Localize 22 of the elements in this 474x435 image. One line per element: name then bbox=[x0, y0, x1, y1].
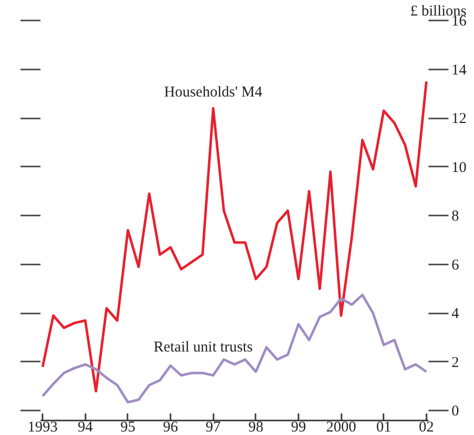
y-tick-label: 10 bbox=[452, 160, 466, 176]
x-tick-label: 98 bbox=[248, 420, 264, 435]
y-tick-label: 6 bbox=[452, 257, 460, 274]
line-series bbox=[41, 294, 428, 404]
x-tick-label: 02 bbox=[418, 420, 434, 435]
y-tick-label: 14 bbox=[452, 62, 467, 78]
x-tick-label: 99 bbox=[290, 420, 306, 435]
x-tick-label: 97 bbox=[206, 420, 222, 435]
x-tick-label: 2000 bbox=[326, 420, 356, 435]
x-tick-label: 95 bbox=[120, 420, 136, 435]
x-tick-label: 94 bbox=[78, 420, 94, 435]
series-label: Retail unit trusts bbox=[154, 339, 253, 356]
y-tick-label: 12 bbox=[452, 111, 466, 128]
x-tick-label: 1993 bbox=[28, 420, 58, 435]
y-tick-label: 2 bbox=[452, 354, 459, 371]
line-series bbox=[41, 80, 428, 392]
y-tick-label: 4 bbox=[452, 306, 460, 322]
series-label: Households' M4 bbox=[164, 84, 263, 100]
x-tick-label: 96 bbox=[163, 420, 179, 435]
x-tick-label: 01 bbox=[376, 420, 392, 435]
y-tick-label: 0 bbox=[452, 404, 459, 420]
y-tick-label: 8 bbox=[452, 208, 459, 225]
